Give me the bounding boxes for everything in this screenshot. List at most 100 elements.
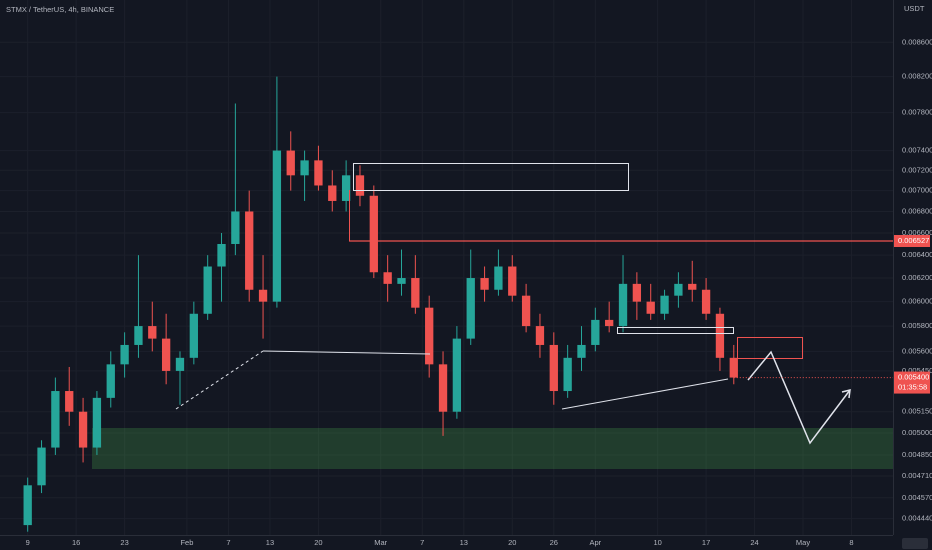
- y-tick-label: 0.004570: [902, 493, 932, 502]
- settings-button[interactable]: [902, 538, 928, 549]
- countdown-label: 01:35:58: [898, 383, 927, 392]
- y-tick-label: 0.005150: [902, 407, 932, 416]
- candle-body: [535, 326, 545, 345]
- y-tick-label: 0.005600: [902, 346, 932, 355]
- candle-body: [65, 391, 74, 412]
- y-tick-label: 0.006800: [902, 206, 932, 215]
- candle-body: [605, 319, 614, 327]
- y-tick-label: 0.004710: [902, 471, 932, 480]
- candle-body: [286, 150, 295, 176]
- last-price-badge: [894, 371, 930, 394]
- y-tick-label: 0.005000: [902, 428, 932, 437]
- candle-body: [660, 295, 669, 314]
- demand-zone: [92, 428, 893, 469]
- candle-body: [175, 357, 185, 371]
- candle-body: [120, 344, 129, 365]
- target-box: [737, 337, 803, 359]
- candle-body: [355, 175, 365, 196]
- candle-body: [258, 289, 268, 302]
- y-tick-label: 0.004440: [902, 514, 932, 523]
- y-tick-label: 0.004850: [902, 450, 932, 459]
- x-tick-label: 20: [314, 538, 322, 547]
- y-tick-label: 0.005450: [902, 366, 932, 375]
- x-tick-label: 9: [26, 538, 30, 547]
- candles: [23, 76, 738, 532]
- candle-body: [314, 160, 323, 186]
- x-tick-label: May: [796, 538, 810, 547]
- x-tick-label: 16: [72, 538, 80, 547]
- x-tick-label: 26: [550, 538, 558, 547]
- projection-arrowhead: [841, 389, 851, 399]
- x-tick-label: 7: [226, 538, 230, 547]
- x-tick-label: Apr: [589, 538, 601, 547]
- candle-body: [203, 266, 212, 314]
- x-tick-label: Mar: [374, 538, 387, 547]
- candle-body: [411, 278, 420, 308]
- candle-body: [383, 272, 392, 284]
- candle-body: [23, 485, 32, 526]
- y-tick-label: 0.006000: [902, 297, 932, 306]
- x-tick-label: 23: [120, 538, 128, 547]
- x-tick-label: 13: [460, 538, 468, 547]
- y-tick-label: 0.008200: [902, 72, 932, 81]
- candle-body: [618, 283, 628, 327]
- price-line-badge: [894, 235, 930, 248]
- last-price-label: 0.005400: [898, 373, 929, 382]
- price-axis: [893, 0, 932, 550]
- candle-body: [549, 344, 558, 392]
- candle-body: [480, 278, 489, 290]
- y-tick-label: 0.007200: [902, 165, 932, 174]
- x-tick-label: 24: [750, 538, 758, 547]
- projection-path: [747, 350, 851, 445]
- candle-body: [51, 391, 60, 448]
- currency-label: USDT: [904, 4, 925, 13]
- y-tick-label: 0.008600: [902, 37, 932, 46]
- candle-body: [563, 357, 572, 392]
- trend-line: [262, 350, 431, 355]
- candle-body: [397, 278, 406, 284]
- candle-body: [715, 313, 725, 358]
- candle-body: [577, 344, 586, 358]
- y-tick-label: 0.007000: [902, 186, 932, 195]
- candle-body: [701, 289, 711, 314]
- candle-body: [217, 243, 226, 267]
- chart-title: STMX / TetherUS, 4h, BINANCE: [6, 5, 114, 14]
- y-tick-label: 0.005800: [902, 321, 932, 330]
- x-tick-label: 8: [849, 538, 853, 547]
- candle-body: [189, 313, 198, 358]
- drawings: [175, 163, 851, 445]
- candle-body: [37, 447, 46, 486]
- candle-body: [300, 160, 309, 176]
- trend-line: [561, 378, 729, 410]
- levels: [349, 240, 893, 379]
- candle-body: [674, 283, 683, 296]
- x-tick-label: Feb: [180, 538, 193, 547]
- y-tick-label: 0.006200: [902, 273, 932, 282]
- x-tick-label: 7: [420, 538, 424, 547]
- price-line-label: 0.006527: [898, 236, 929, 245]
- candle-body: [134, 326, 143, 345]
- candle-body: [328, 185, 337, 201]
- x-tick-label: 13: [266, 538, 274, 547]
- candle-body: [231, 211, 240, 244]
- y-tick-label: 0.006600: [902, 228, 932, 237]
- time-axis: [0, 535, 932, 550]
- candle-body: [369, 195, 378, 273]
- candle-body: [148, 326, 157, 339]
- candle-body: [272, 150, 282, 302]
- x-tick-label: 10: [653, 538, 661, 547]
- range-box: [617, 327, 734, 334]
- candle-body: [591, 319, 600, 345]
- candle-body: [452, 338, 462, 412]
- candle-body: [632, 283, 642, 302]
- supply-box: [353, 163, 629, 191]
- candle-body: [78, 411, 88, 448]
- candle-body: [508, 266, 517, 296]
- candle-body: [646, 301, 655, 314]
- candle-body: [341, 175, 351, 201]
- candle-body: [245, 211, 254, 290]
- candle-body: [521, 295, 531, 327]
